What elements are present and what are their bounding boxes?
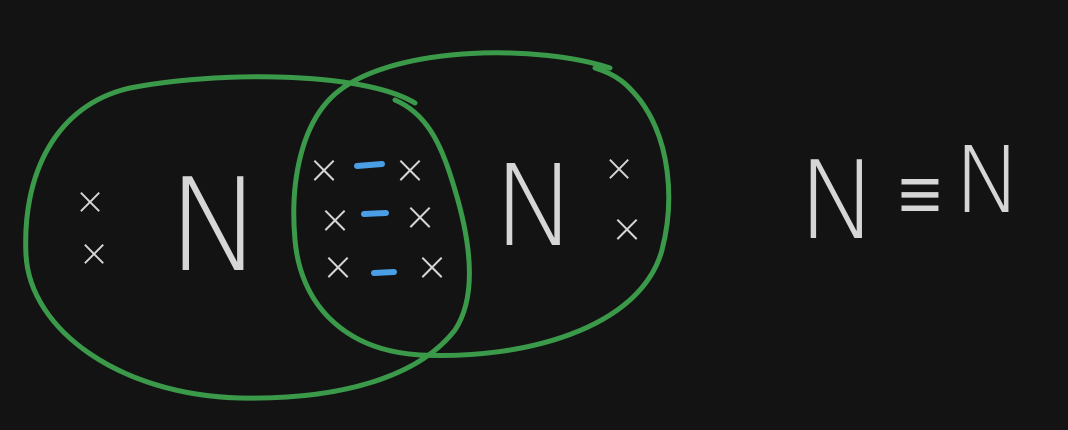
formula-left-atom: N [798,139,879,264]
left-atom-symbol: N [167,152,263,301]
left-atom-ring [23,74,472,401]
right-atom-symbol: N [493,142,577,272]
left-lone-electron-1: × [74,179,106,223]
right-lone-electron-2: × [610,206,644,252]
bond-mark-1 [354,161,385,169]
formula-right-atom: N [954,127,1023,234]
bond-mark-3 [371,269,397,276]
shared-right-electron-3: × [415,244,449,290]
left-lone-electron-2: × [78,231,110,275]
shared-left-electron-3: × [321,244,355,290]
bond-mark-2 [361,210,389,217]
shared-right-electron-1: × [393,147,427,193]
shared-left-electron-2: × [318,197,352,243]
right-lone-electron-1: × [603,146,635,190]
formula-triple-bond: ≡ [898,149,942,238]
right-atom-ring [291,50,672,359]
shared-right-electron-2: × [403,194,437,240]
shared-left-electron-1: × [307,147,341,193]
